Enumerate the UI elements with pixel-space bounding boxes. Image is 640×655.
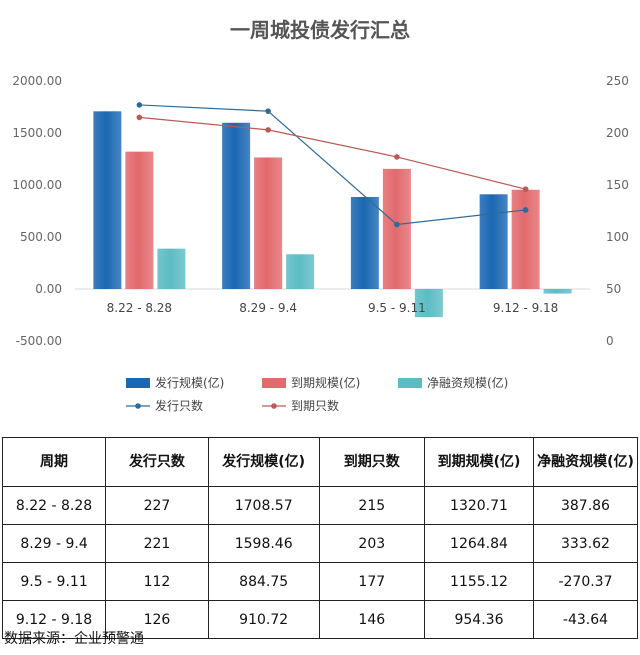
combo-chart: 2000.00 1500.00 1000.00 500.00 0.00 -500.00 2… [12, 74, 629, 413]
table-cell: 221 [105, 524, 209, 563]
right-tick-label: 200 [606, 126, 629, 140]
right-tick-label: 100 [606, 230, 629, 244]
left-axis: 2000.00 1500.00 1000.00 500.00 0.00 -500.00 [12, 74, 62, 348]
chart-title: 一周城投债发行汇总 [230, 18, 410, 42]
lines [136, 102, 529, 228]
legend-marker [271, 403, 277, 409]
table-cell: 1598.46 [207, 524, 320, 563]
line-0 [139, 104, 526, 226]
left-tick-label: 500.00 [20, 230, 62, 244]
legend: 发行规模(亿) 到期规模(亿) 净融资规模(亿) 发行只数 到期只数 [126, 375, 508, 413]
left-tick-label: 1000.00 [12, 178, 62, 192]
bar-2-2 [414, 289, 443, 318]
table-cell: 333.62 [532, 524, 639, 563]
line-0-point-1 [265, 108, 271, 114]
category-label: 9.12 - 9.18 [493, 301, 558, 315]
line-1 [139, 116, 526, 190]
table-cell: 8.22 - 8.28 [1, 486, 107, 525]
bar-0-3 [479, 194, 508, 289]
legend-label: 净融资规模(亿) [427, 375, 508, 390]
summary-table: 周期 发行只数 发行规模(亿) 到期只数 到期规模(亿) 净融资规模(亿) 8.22 - … [1, 437, 639, 639]
table-cell: 9.5 - 9.11 [1, 562, 107, 601]
left-tick-label: 1500.00 [12, 126, 62, 140]
right-axis: 250 200 150 100 50 0 [606, 74, 629, 348]
table-cell: 884.75 [207, 562, 320, 601]
bar-1-1 [254, 157, 283, 289]
bar-2-3 [543, 289, 572, 294]
table-cell: 1264.84 [424, 524, 534, 563]
table-cell: 1708.57 [207, 486, 320, 525]
legend-label: 到期规模(亿) [291, 375, 360, 390]
legend-swatch [126, 378, 150, 388]
category-label: 8.22 - 8.28 [107, 301, 172, 315]
table-header-cell: 发行只数 [105, 437, 209, 487]
legend-label: 发行只数 [155, 398, 203, 413]
table-cell: 1320.71 [424, 486, 534, 525]
line-1-point-1 [265, 127, 271, 133]
table-cell: 9.12 - 9.18 [1, 600, 107, 639]
table-cell: 954.36 [424, 600, 534, 639]
table-header-cell: 周期 [1, 437, 107, 487]
left-tick-label: -500.00 [16, 334, 62, 348]
bars [93, 111, 572, 318]
category-label: 8.29 - 9.4 [239, 301, 297, 315]
table-cell: 215 [318, 486, 426, 525]
legend-label: 到期只数 [291, 398, 339, 413]
table-row: 9.12 - 9.18 126 910.72 146 954.36 -43.64 [1, 600, 639, 639]
right-tick-label: 0 [606, 334, 614, 348]
table-cell: 112 [105, 562, 209, 601]
line-1-point-0 [136, 114, 143, 121]
right-tick-label: 250 [606, 74, 629, 88]
legend-swatch [262, 378, 286, 388]
table-cell: 146 [318, 600, 426, 639]
table-row: 9.5 - 9.11 112 884.75 177 1155.12 -270.37 [1, 562, 639, 601]
table-header-cell: 到期规模(亿) [424, 437, 534, 487]
left-tick-label: 2000.00 [12, 74, 62, 88]
right-tick-label: 50 [606, 282, 621, 296]
table-cell: 387.86 [532, 486, 639, 525]
table-cell: 1155.12 [424, 562, 534, 601]
table-cell: 203 [318, 524, 426, 563]
bar-0-2 [350, 196, 379, 289]
line-1-point-2 [394, 154, 400, 160]
table-header-cell: 到期只数 [318, 437, 426, 487]
line-0-point-3 [522, 207, 529, 213]
bar-1-3 [511, 189, 540, 289]
left-tick-label: 0.00 [35, 282, 62, 296]
legend-swatch [398, 378, 422, 388]
table-header-cell: 发行规模(亿) [207, 437, 320, 487]
bar-2-0 [157, 248, 186, 289]
table-cell: 8.29 - 9.4 [1, 524, 107, 563]
bar-0-1 [222, 122, 251, 289]
legend-marker [135, 403, 141, 409]
bar-0-0 [93, 111, 122, 290]
category-labels: 8.22 - 8.28 8.29 - 9.4 9.5 - 9.11 9.12 - 9.… [107, 301, 559, 315]
line-1-point-3 [522, 186, 529, 192]
bar-2-1 [286, 254, 315, 289]
bar-1-2 [382, 168, 411, 289]
line-0-point-0 [136, 102, 143, 108]
category-label: 9.5 - 9.11 [368, 301, 426, 315]
source-note: 数据来源：企业预警通 [4, 631, 144, 647]
table-header-cell: 净融资规模(亿) [532, 437, 639, 487]
table-row: 8.22 - 8.28 227 1708.57 215 1320.71 387.86 [1, 486, 639, 525]
bar-1-0 [125, 151, 154, 289]
table-cell: -43.64 [532, 600, 639, 639]
table-cell: 177 [318, 562, 426, 601]
line-0-point-2 [394, 221, 400, 228]
table-row: 8.29 - 9.4 221 1598.46 203 1264.84 333.62 [1, 524, 639, 563]
table-cell: 227 [105, 486, 209, 525]
table-cell: -270.37 [532, 562, 639, 601]
table-cell: 910.72 [207, 600, 320, 639]
right-tick-label: 150 [606, 178, 629, 192]
table-header-row: 周期 发行只数 发行规模(亿) 到期只数 到期规模(亿) 净融资规模(亿) [1, 437, 639, 487]
legend-label: 发行规模(亿) [155, 375, 224, 390]
